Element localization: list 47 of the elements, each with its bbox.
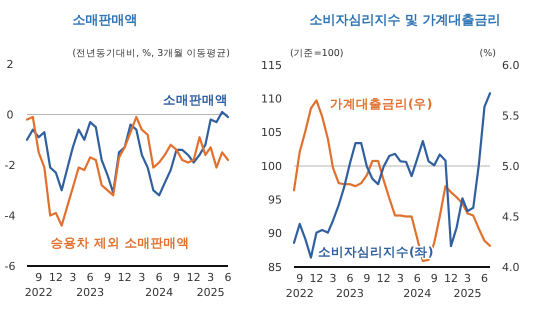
chart-subtitle: (전년동기대비, %, 3개월 이동평균)	[72, 48, 230, 59]
x-tick-label: 9	[173, 271, 180, 284]
y-tick-label: 115	[261, 58, 282, 72]
x-tick-label: 3	[138, 271, 146, 284]
line-series	[26, 116, 230, 227]
x-tick-label: 6 2023	[336, 272, 364, 300]
x-tick-label: 12	[444, 272, 458, 285]
y2-tick-label: 5.0	[502, 160, 520, 173]
y-tick-label: -2	[4, 158, 16, 172]
chart-title: 소매판매액	[72, 13, 138, 28]
x-tick-label: 6 2024	[145, 271, 174, 299]
x-tick-label: 6	[480, 272, 488, 285]
x-tick-label: 6	[224, 271, 232, 284]
y-tick-label: 110	[261, 92, 282, 106]
y-tick-label: -6	[4, 260, 16, 273]
x-tick-label: 12	[376, 272, 391, 285]
series-label: 가계대출금리(우)	[330, 96, 432, 111]
x-tick-label: 12	[309, 272, 324, 285]
y-tick-label: 0	[6, 108, 14, 122]
y2-tick-label: 5.5	[502, 109, 520, 122]
y-tick-label: 105	[261, 126, 282, 140]
y2-tick-label: 4.0	[502, 260, 520, 274]
x-tick-label: 6 2023	[76, 271, 104, 299]
y-tick-label: 95	[268, 194, 282, 207]
chart-title: 소비자심리지수 및 가계대출금리	[309, 13, 501, 28]
x-tick-label: 9	[104, 271, 112, 284]
y-tick-label: 85	[268, 260, 282, 274]
x-tick-label: 9	[363, 272, 370, 285]
y2-axis-title: (%)	[480, 48, 496, 59]
y2-tick-label: 4.5	[502, 210, 520, 224]
x-tick-label: 12	[186, 271, 201, 284]
x-tick-label: 9	[430, 272, 438, 285]
series-label: 소매판매액	[163, 92, 228, 107]
y-tick-label: 2	[6, 58, 14, 71]
y-tick-label: 100	[261, 160, 282, 173]
line-series	[26, 110, 230, 196]
y-axis-title: (기준=100)	[290, 48, 344, 59]
y-tick-label: 90	[268, 227, 282, 240]
x-tick-label: 12	[48, 271, 63, 284]
x-tick-label: 3	[396, 272, 404, 285]
series-label: 승용차 제외 소매판매액	[50, 235, 190, 250]
x-tick-label: 12	[118, 271, 132, 284]
x-tick-label: 6 2024	[403, 272, 432, 300]
y2-tick-label: 6.0	[502, 58, 520, 72]
x-tick-label: 3	[330, 272, 337, 285]
y-tick-label: -4	[4, 209, 16, 222]
x-tick-label: 3	[69, 271, 76, 284]
